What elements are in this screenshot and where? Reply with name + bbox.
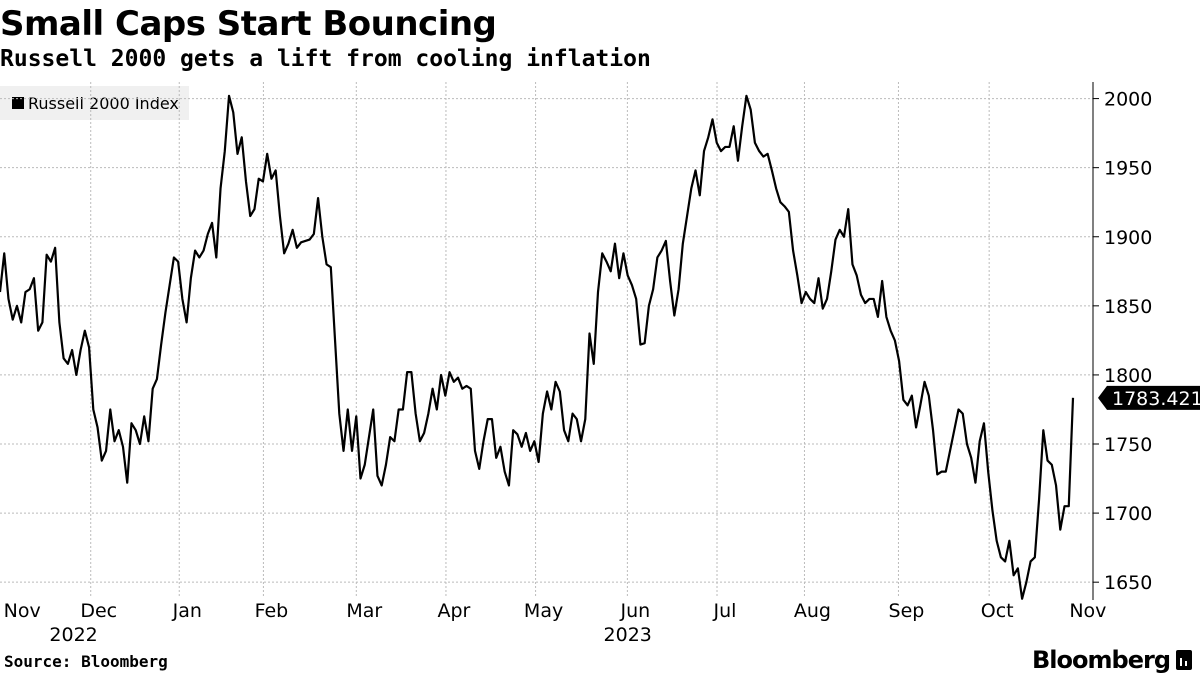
x-tick-label: Nov bbox=[1069, 600, 1106, 622]
y-tick-label: 1850 bbox=[1104, 296, 1152, 318]
y-tick-label: 1700 bbox=[1104, 503, 1152, 525]
x-tick-label: Mar bbox=[346, 600, 382, 622]
x-tick-label: Dec bbox=[80, 600, 117, 622]
source-note: Source: Bloomberg bbox=[4, 652, 168, 671]
y-tick-label: 1800 bbox=[1104, 365, 1152, 387]
year-label: 2022 bbox=[49, 624, 97, 646]
y-tick-label: 1750 bbox=[1104, 434, 1152, 456]
bloomberg-icon bbox=[1176, 650, 1192, 670]
x-tick-label: Oct bbox=[981, 600, 1014, 622]
legend-swatch bbox=[12, 97, 24, 109]
brand-name: Bloomberg bbox=[1032, 646, 1171, 674]
y-tick-label: 2000 bbox=[1104, 89, 1152, 111]
x-tick-label: Jul bbox=[713, 600, 737, 622]
x-tick-label: May bbox=[524, 600, 563, 622]
x-tick-label: Apr bbox=[438, 600, 471, 622]
last-value-label: 1783.421 bbox=[1112, 388, 1200, 410]
chart-title: Small Caps Start Bouncing bbox=[0, 4, 497, 44]
y-tick-label: 1650 bbox=[1104, 572, 1152, 594]
brand-logo: Bloomberg bbox=[1032, 646, 1192, 674]
x-tick-label: Jun bbox=[620, 600, 651, 622]
y-tick-label: 1950 bbox=[1104, 158, 1152, 180]
x-tick-label: Sep bbox=[889, 600, 925, 622]
year-label: 2023 bbox=[604, 624, 652, 646]
x-tick-label: Aug bbox=[794, 600, 831, 622]
x-tick-label: Jan bbox=[172, 600, 202, 622]
x-tick-label: Feb bbox=[255, 600, 289, 622]
chart-subtitle: Russell 2000 gets a lift from cooling in… bbox=[0, 46, 651, 72]
x-tick-label: Nov bbox=[4, 600, 41, 622]
y-tick-label: 1900 bbox=[1104, 227, 1152, 249]
series-line-russell-2000 bbox=[0, 94, 1075, 600]
last-value-callout bbox=[1098, 385, 1200, 410]
